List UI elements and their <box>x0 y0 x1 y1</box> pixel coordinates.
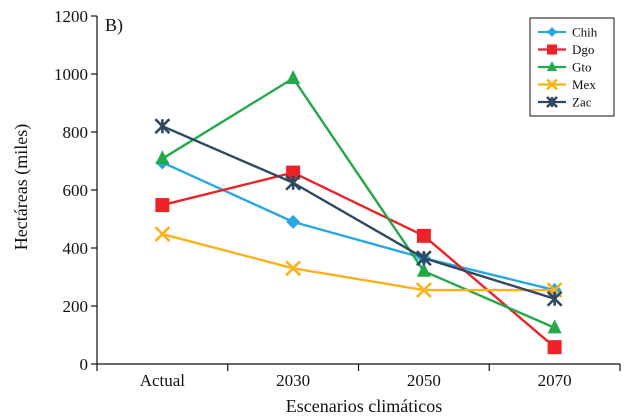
series-line-zac <box>161 125 555 300</box>
axes <box>91 15 621 371</box>
y-tick-label: 0 <box>80 355 89 374</box>
y-tick-label: 400 <box>63 239 89 258</box>
data-point-mex <box>285 260 302 277</box>
x-tick-label: 2050 <box>407 371 441 390</box>
panel-label: B) <box>105 15 123 36</box>
series-zac <box>154 118 563 307</box>
data-point-gto <box>155 150 170 165</box>
legend-marker <box>547 61 557 71</box>
legend-label: Dgo <box>572 42 594 57</box>
data-point-gto <box>547 319 562 334</box>
legend-marker <box>547 44 557 55</box>
data-point-chih <box>286 214 301 229</box>
data-point-mex <box>415 282 432 298</box>
legend-marker <box>546 78 558 91</box>
legend-item-chih: Chih <box>538 25 598 40</box>
y-tick-label: 600 <box>63 181 89 200</box>
data-point-zac <box>285 174 302 191</box>
legend: Chih Dgo Gto Mex Zac <box>529 17 615 117</box>
x-tick-label: Actual <box>140 371 186 390</box>
series-mex <box>154 226 563 298</box>
data-point-zac <box>415 250 432 267</box>
x-tick-labels: Actual 2030 2050 2070 <box>140 371 572 390</box>
y-tick-label: 1200 <box>54 7 88 26</box>
legend-label: Chih <box>572 25 598 40</box>
series-line-dgo <box>162 171 556 349</box>
data-point-gto <box>286 69 301 84</box>
data-point-zac <box>546 290 563 307</box>
data-point-dgo <box>416 228 431 243</box>
legend-item-mex: Mex <box>538 77 596 92</box>
x-tick-label: 2030 <box>276 371 310 390</box>
series-layer <box>154 69 563 355</box>
y-tick-labels: 0 200 400 600 800 1000 1200 <box>54 7 88 374</box>
data-point-dgo <box>155 198 170 213</box>
y-tick-label: 200 <box>63 297 89 316</box>
legend-label: Gto <box>572 60 592 75</box>
data-point-dgo <box>547 340 562 355</box>
legend-label: Mex <box>572 77 596 92</box>
data-point-zac <box>154 118 171 135</box>
x-axis-title: Escenarios climáticos <box>286 396 442 416</box>
legend-marker <box>546 96 558 108</box>
legend-item-dgo: Dgo <box>538 42 594 57</box>
x-tick-label: 2070 <box>538 371 572 390</box>
series-dgo <box>155 165 562 355</box>
series-line-mex <box>162 232 555 292</box>
y-tick-label: 800 <box>63 123 89 142</box>
y-tick-label: 1000 <box>54 65 88 84</box>
legend-item-zac: Zac <box>538 95 592 110</box>
legend-marker <box>547 27 557 37</box>
legend-label: Zac <box>572 95 592 110</box>
y-axis-title: Hectáreas (miles) <box>11 124 32 250</box>
data-point-mex <box>154 226 171 242</box>
data-point-gto <box>416 262 431 277</box>
series-line-chih <box>161 161 555 292</box>
series-gto <box>155 69 562 334</box>
series-line-gto <box>161 77 556 329</box>
legend-item-gto: Gto <box>538 60 592 75</box>
data-point-dgo <box>286 165 301 180</box>
